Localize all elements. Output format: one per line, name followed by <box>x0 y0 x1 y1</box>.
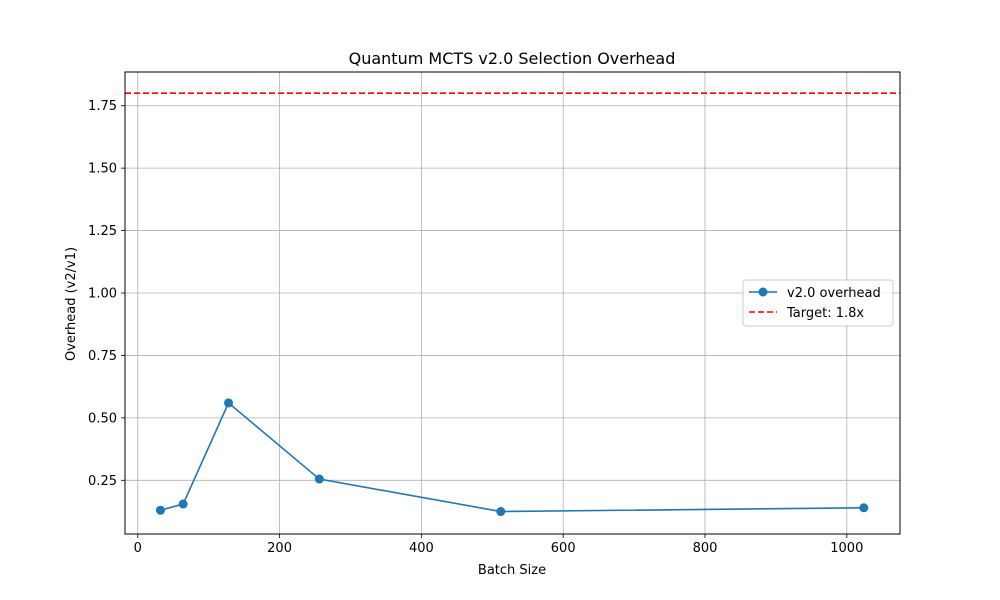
x-tick-label: 600 <box>551 541 576 556</box>
series-layer <box>155 398 869 517</box>
data-point <box>496 507 506 517</box>
y-tick-label: 1.50 <box>88 162 117 177</box>
y-tick-label: 0.25 <box>88 474 117 489</box>
x-tick-label: 0 <box>134 541 142 556</box>
legend-series-marker <box>758 287 768 297</box>
data-point <box>178 499 188 509</box>
data-point <box>224 398 234 408</box>
y-tick-label: 1.25 <box>88 224 117 239</box>
x-tick-label: 1000 <box>830 541 863 556</box>
data-point <box>155 505 165 515</box>
y-tick-label: 0.50 <box>88 411 117 426</box>
y-axis-label: Overhead (v2/v1) <box>64 247 79 361</box>
data-point <box>859 503 869 513</box>
y-tick-label: 1.00 <box>88 287 117 302</box>
legend-series-label: v2.0 overhead <box>787 286 881 301</box>
chart-title: Quantum MCTS v2.0 Selection Overhead <box>349 49 676 68</box>
x-tick-label: 400 <box>409 541 434 556</box>
legend-box <box>742 279 894 327</box>
data-point <box>314 474 324 484</box>
x-tick-label: 800 <box>693 541 718 556</box>
y-tick-label: 1.75 <box>88 99 117 114</box>
y-tick-label: 0.75 <box>88 349 117 364</box>
x-tick-label: 200 <box>267 541 292 556</box>
legend-target-label: Target: 1.8x <box>786 306 864 321</box>
x-axis-label: Batch Size <box>478 563 546 578</box>
legend: v2.0 overhead Target: 1.8x <box>742 279 894 327</box>
plot-frame <box>124 71 901 535</box>
ticks: 0 200 400 600 800 1000 0.25 0.50 0.75 1.00 1.25 1.5… <box>88 99 863 556</box>
